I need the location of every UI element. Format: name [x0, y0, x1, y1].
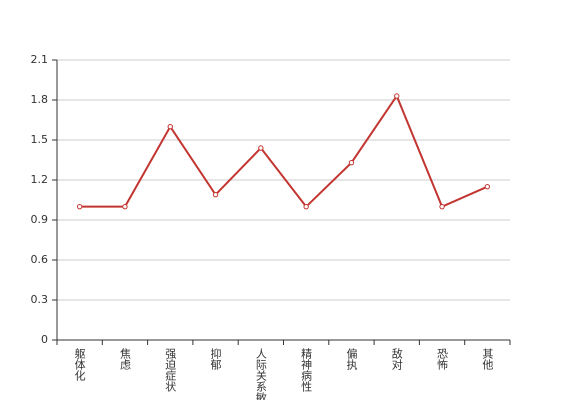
x-tick-label: 敌对 — [390, 347, 403, 370]
point — [348, 159, 355, 166]
x-tick-label: 人际关系敏感 — [254, 348, 267, 400]
y-tick-label: 0.9 — [31, 213, 49, 226]
y-tick-label: 1.8 — [31, 93, 49, 106]
point — [258, 145, 264, 151]
y-tick-label: 1.2 — [31, 173, 49, 186]
point — [484, 183, 491, 190]
x-tick-label: 恐怖 — [436, 348, 449, 370]
y-tick-label: 2.1 — [31, 53, 49, 66]
point — [394, 93, 400, 99]
y-tick-label: 1.5 — [31, 133, 49, 146]
x-tick-label: 焦虑 — [118, 348, 131, 370]
point — [122, 203, 128, 210]
x-tick-label: 躯体化 — [73, 348, 86, 382]
point — [303, 203, 309, 210]
x-tick-label: 精神病性 — [300, 348, 313, 393]
x-tick-label: 其他 — [481, 348, 494, 370]
x-tick-label: 抑郁 — [209, 347, 222, 370]
point — [212, 191, 219, 198]
x-tick-label: 强迫症状 — [164, 348, 177, 392]
line — [79, 93, 488, 209]
point — [167, 123, 173, 130]
y-tick-label: 0.3 — [31, 293, 49, 306]
point — [439, 203, 445, 210]
point — [76, 203, 83, 210]
y-tick-label: 0.6 — [31, 253, 49, 266]
x-tick-label: 偏执 — [345, 347, 358, 371]
y-tick-label: 0 — [41, 333, 48, 346]
